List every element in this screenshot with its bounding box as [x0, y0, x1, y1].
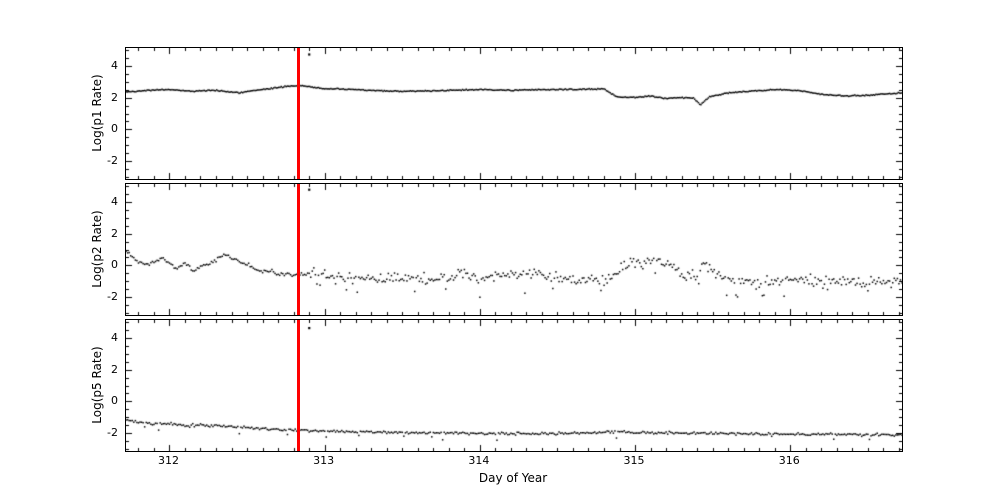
p5-rate-plot	[126, 320, 902, 451]
p1-rate-plot	[126, 48, 902, 179]
y-tick-label: -2	[107, 154, 118, 168]
y-tick-label: 2	[111, 226, 118, 240]
y-tick-label: 2	[111, 90, 118, 104]
y-axis-label-p1: Log(p1 Rate)	[90, 74, 104, 152]
x-tick-label: 314	[468, 454, 490, 467]
y-tick-labels-p2: 4 2 0 -2	[0, 183, 120, 316]
y-axis-label-p5: Log(p5 Rate)	[90, 346, 104, 424]
panel-p1-rate	[125, 47, 903, 180]
y-tick-label: 4	[111, 58, 118, 72]
x-tick-label: 313	[313, 454, 335, 467]
x-tick-label: 315	[623, 454, 645, 467]
y-tick-label: 4	[111, 194, 118, 208]
event-line	[296, 320, 300, 451]
x-axis-label: Day of Year	[478, 471, 548, 485]
panel-p2-rate	[125, 183, 903, 316]
y-tick-label: -2	[107, 290, 118, 304]
y-tick-labels-p1: 4 2 0 -2	[0, 47, 120, 180]
y-tick-label: -2	[107, 426, 118, 440]
p2-rate-plot	[126, 184, 902, 315]
event-line	[296, 184, 300, 315]
event-line	[296, 48, 300, 179]
y-tick-labels-p5: 4 2 0 -2	[0, 319, 120, 452]
y-tick-label: 0	[111, 122, 118, 136]
y-tick-label: 0	[111, 258, 118, 272]
x-tick-labels: 312 313 314 315 316	[125, 455, 901, 471]
x-tick-label: 316	[778, 454, 800, 467]
x-tick-label: 312	[157, 454, 179, 467]
y-tick-label: 4	[111, 330, 118, 344]
y-tick-label: 2	[111, 362, 118, 376]
y-tick-label: 0	[111, 394, 118, 408]
panel-p5-rate	[125, 319, 903, 452]
y-axis-label-p2: Log(p2 Rate)	[90, 210, 104, 288]
